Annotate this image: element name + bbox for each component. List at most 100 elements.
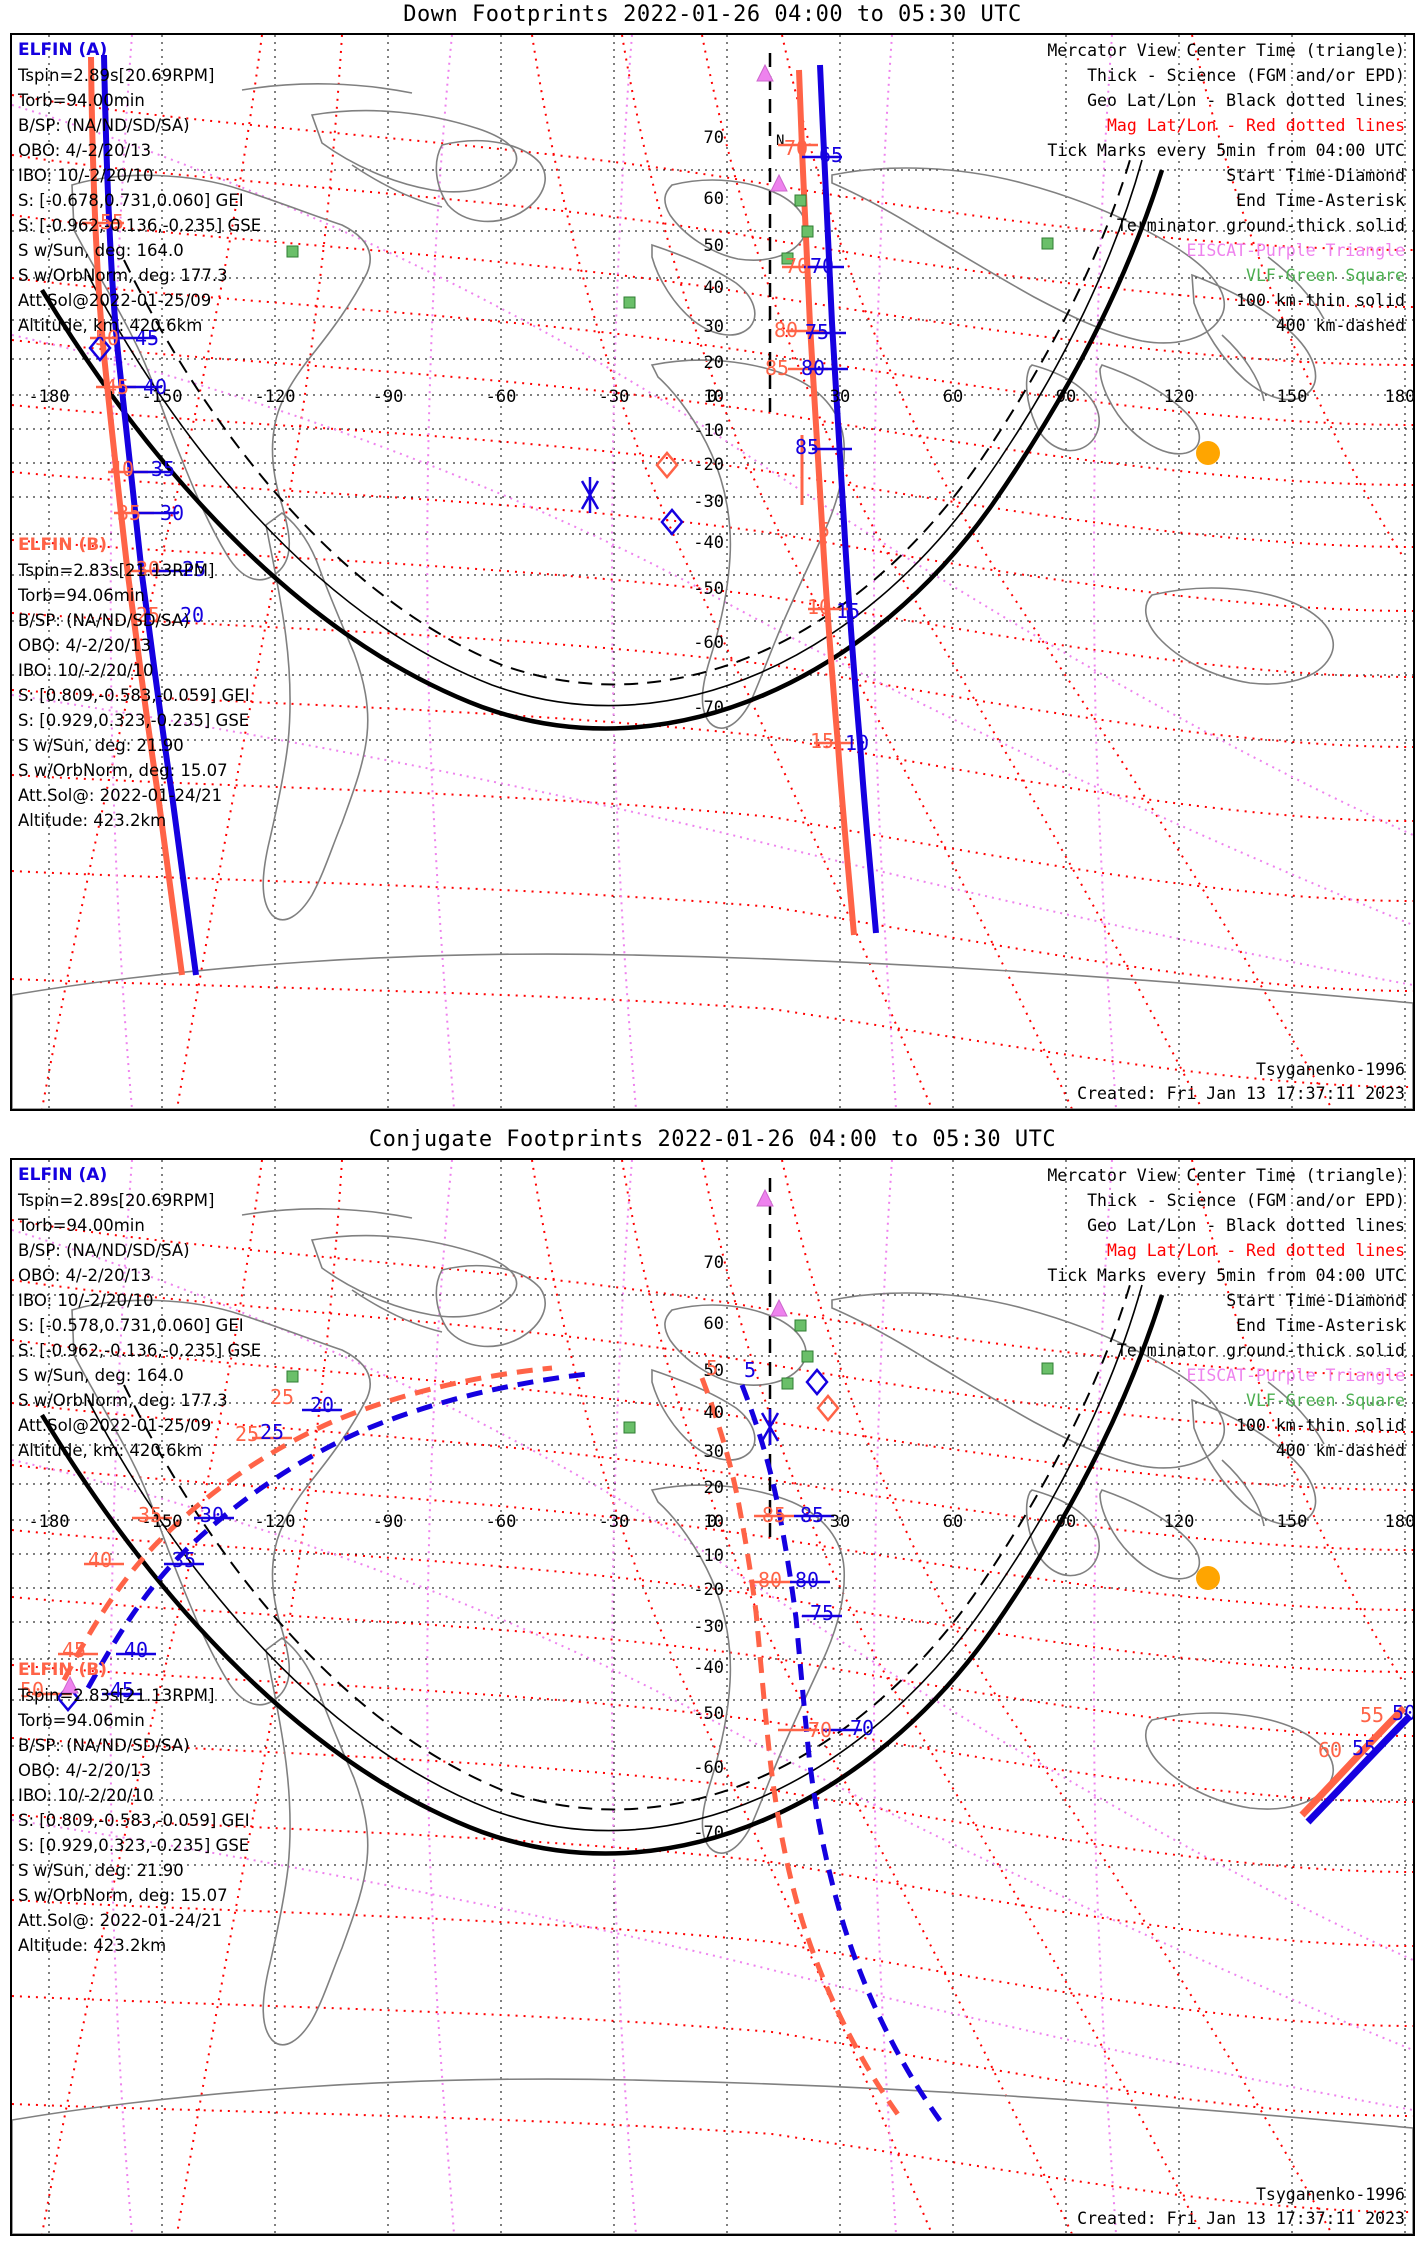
orbit-markers: [88, 334, 684, 536]
svg-text:N: N: [776, 133, 784, 149]
legend-400km: 400 km-dashed: [1275, 316, 1405, 335]
eiscat-stations: [756, 63, 788, 192]
center-time-meridian: N: [768, 53, 784, 415]
legend-thick-science: Thick - Science (FGM and/or EPD): [1087, 66, 1405, 85]
vlf-stations-2: [286, 1319, 1054, 1434]
legend-end-time: End Time-Asterisk: [1236, 191, 1405, 210]
info-block-elfin-a-2: ELFIN (A) Tspin=2.89s[20.69RPM] Torb=94.…: [18, 1163, 261, 1463]
info-block-elfin-b-2: ELFIN (B) Tspin=2.83s[21.13RPM] Torb=94.…: [18, 1658, 250, 1958]
map-canvas-down: N: [12, 35, 1413, 1109]
elfin-a-header: ELFIN (A): [18, 40, 108, 60]
elfin-a-ibo-2: IBO: 10/-2/20/10: [18, 1291, 154, 1310]
elfin-b-ibo: IBO: 10/-2/20/10: [18, 661, 154, 680]
legend-mercator-center-time-2: Mercator View Center Time (triangle): [1047, 1166, 1405, 1185]
legend-terminator: Terminator ground-thick solid: [1116, 216, 1405, 235]
elfin-b-s-sun: S w/Sun, deg: 21.90: [18, 736, 184, 755]
legend-thick-science-2: Thick - Science (FGM and/or EPD): [1087, 1191, 1405, 1210]
plot-area-down[interactable]: N: [10, 33, 1415, 1111]
elfin-b-ibo-2: IBO: 10/-2/20/10: [18, 1786, 154, 1805]
elfin-a-obo-2: OBO: 4/-2/20/13: [18, 1266, 152, 1285]
panel-down-footprints: Down Footprints 2022-01-26 04:00 to 05:3…: [10, 2, 1415, 1111]
subsolar-point-icon: [1196, 441, 1220, 465]
elfin-a-attsol-2: Att.Sol@2022-01-25/09: [18, 1416, 212, 1435]
plot-area-conjugate[interactable]: -180 -150 -120 -90 -60 -30 0 30 60 90 12…: [10, 1158, 1415, 2236]
elfin-a-bsp: B/SP: (NA/ND/SD/SA): [18, 116, 190, 135]
elfin-a-altitude-2: Altitude, km: 420.6km: [18, 1441, 203, 1460]
geo-grid: [12, 35, 1413, 1109]
elfin-b-bsp-2: B/SP: (NA/ND/SD/SA): [18, 1736, 190, 1755]
end-asterisk-a: [580, 477, 600, 513]
elfin-a-s-gse-2: S: [-0.962,-0.136,-0.235] GSE: [18, 1341, 262, 1360]
elfin-a-header-2: ELFIN (A): [18, 1165, 108, 1185]
elfin-b-obo-2: OBO: 4/-2/20/13: [18, 1761, 152, 1780]
elfin-a-s-sun: S w/Sun, deg: 164.0: [18, 241, 184, 260]
elfin-science-segment: [1299, 1705, 1413, 1825]
elfin-a-s-gei-2: S: [-0.578,0.731,0.060] GEI: [18, 1316, 244, 1335]
elfin-b-torb: Torb=94.06min: [18, 586, 145, 605]
model-name: Tsyganenko-1996: [1255, 1060, 1405, 1079]
elfin-b-attsol: Att.Sol@: 2022-01-24/21: [18, 786, 223, 805]
elfin-b-tickmarks-2: [32, 1436, 818, 1732]
elfin-a-track: [101, 54, 879, 976]
eiscat-grid: [12, 35, 1413, 1109]
elfin-b-conjugate-track: [61, 1365, 905, 2122]
created-timestamp: Created: Fri Jan 13 17:37:11 2023: [1077, 1084, 1405, 1103]
start-diamond-b-2: [816, 1394, 840, 1422]
legend-tick-marks: Tick Marks every 5min from 04:00 UTC: [1047, 141, 1405, 160]
elfin-b-tspin: Tspin=2.83s[21.13RPM]: [18, 561, 215, 580]
end-diamond-b: [660, 508, 684, 536]
elfin-b-attsol-2: Att.Sol@: 2022-01-24/21: [18, 1911, 223, 1930]
elfin-b-tspin-2: Tspin=2.83s[21.13RPM]: [18, 1686, 215, 1705]
elfin-a-obo: OBO: 4/-2/20/13: [18, 141, 152, 160]
footer-right-down: Tsyganenko-1996 Created: Fri Jan 13 17:3…: [1077, 1058, 1405, 1106]
panel-title-2: Conjugate Footprints 2022-01-26 04:00 to…: [368, 1127, 1057, 1152]
legend-100km-2: 100 km-thin solid: [1236, 1416, 1405, 1435]
elfin-b-header-2: ELFIN (B): [18, 1660, 108, 1680]
start-diamond-a: [88, 334, 112, 362]
elfin-b-altitude-2: Altitude: 423.2km: [18, 1936, 167, 1955]
legend-vlf-2: VLF-Green Square: [1246, 1391, 1405, 1410]
elfin-a-torb-2: Torb=94.00min: [18, 1216, 145, 1235]
elfin-b-s-orbnorm-2: S w/OrbNorm, deg: 15.07: [18, 1886, 228, 1905]
info-block-elfin-a: ELFIN (A) Tspin=2.89s[20.69RPM] Torb=94.…: [18, 38, 261, 338]
elfin-b-s-gse-2: S: [0.929,0.323,-0.235] GSE: [18, 1836, 250, 1855]
elfin-a-bsp-2: B/SP: (NA/ND/SD/SA): [18, 1241, 190, 1260]
elfin-b-s-gse: S: [0.929,0.323,-0.235] GSE: [18, 711, 250, 730]
legend-mag-latlon: Mag Lat/Lon - Red dotted lines: [1106, 116, 1405, 135]
mag-grid-2: [12, 1160, 1413, 2234]
coastlines: [12, 83, 1413, 1109]
elfin-a-attsol: Att.Sol@2022-01-25/09: [18, 291, 212, 310]
legend-end-time-2: End Time-Asterisk: [1236, 1316, 1405, 1335]
legend-block-down: Mercator View Center Time (triangle) Thi…: [1047, 38, 1405, 338]
elfin-b-bsp: B/SP: (NA/ND/SD/SA): [18, 611, 190, 630]
end-asterisk-a-2: [760, 1409, 780, 1445]
elfin-a-ibo: IBO: 10/-2/20/10: [18, 166, 154, 185]
elfin-b-s-sun-2: S w/Sun, deg: 21.90: [18, 1861, 184, 1880]
start-diamond-2: [805, 1368, 829, 1396]
elfin-b-s-gei-2: S: [0.809,-0.583,-0.059] GEI: [18, 1811, 250, 1830]
legend-eiscat: EISCAT-Purple Triangle: [1186, 241, 1405, 260]
map-canvas-conjugate: [12, 1160, 1413, 2234]
legend-100km: 100 km-thin solid: [1236, 291, 1405, 310]
elfin-a-conjugate-track: [85, 1371, 947, 2128]
elfin-a-altitude: Altitude, km: 420.6km: [18, 316, 203, 335]
elfin-b-torb-2: Torb=94.06min: [18, 1711, 145, 1730]
legend-start-time-2: Start Time-Diamond: [1226, 1291, 1405, 1310]
legend-mercator-center-time: Mercator View Center Time (triangle): [1047, 41, 1405, 60]
elfin-a-s-gei: S: [-0.678,0.731,0.060] GEI: [18, 191, 244, 210]
model-name-2: Tsyganenko-1996: [1255, 2185, 1405, 2204]
elfin-a-torb: Torb=94.00min: [18, 91, 145, 110]
legend-400km-2: 400 km-dashed: [1275, 1441, 1405, 1460]
legend-eiscat-2: EISCAT-Purple Triangle: [1186, 1366, 1405, 1385]
legend-tick-marks-2: Tick Marks every 5min from 04:00 UTC: [1047, 1266, 1405, 1285]
subsolar-point-icon-2: [1196, 1566, 1220, 1590]
created-timestamp-2: Created: Fri Jan 13 17:37:11 2023: [1077, 2209, 1405, 2228]
terminator: [40, 152, 1165, 731]
elfin-b-s-gei: S: [0.809,-0.583,-0.059] GEI: [18, 686, 250, 705]
elfin-b-s-orbnorm: S w/OrbNorm, deg: 15.07: [18, 761, 228, 780]
elfin-a-s-gse: S: [-0.962,-0.136,-0.235] GSE: [18, 216, 262, 235]
elfin-a-tspin: Tspin=2.89s[20.69RPM]: [18, 66, 215, 85]
vlf-stations: [286, 194, 1054, 309]
info-block-elfin-b: ELFIN (B) Tspin=2.83s[21.13RPM] Torb=94.…: [18, 533, 250, 833]
